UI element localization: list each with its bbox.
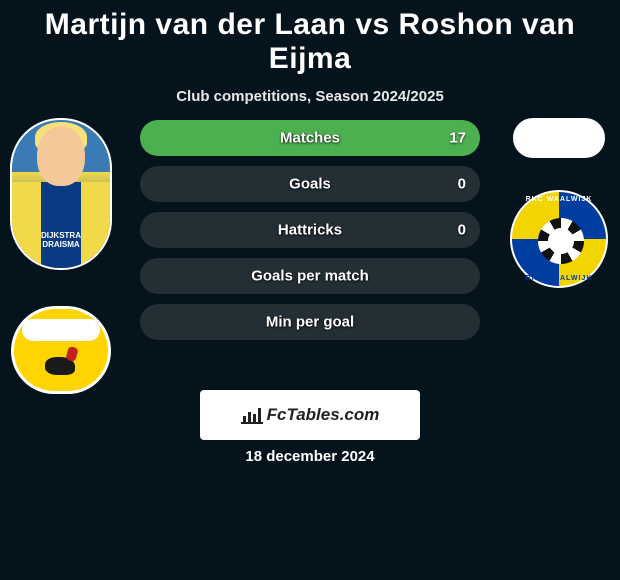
stats-panel: Matches 17 Goals 0 Hattricks 0 Goals per match… bbox=[140, 120, 480, 340]
stat-value-right: 0 bbox=[458, 222, 466, 239]
stat-row: Hattricks 0 bbox=[140, 212, 480, 248]
club-ring-text-bot: RKC WAALWIJK bbox=[512, 275, 606, 282]
stat-label: Min per goal bbox=[266, 314, 354, 331]
club-ring-text-top: RKC WAALWIJK bbox=[512, 196, 606, 203]
deer-icon bbox=[39, 349, 83, 379]
stat-label: Goals per match bbox=[251, 268, 369, 285]
stat-label: Hattricks bbox=[278, 222, 342, 239]
stat-row: Matches 17 bbox=[140, 120, 480, 156]
player-avatar-left: DIJKSTRA DRAISMA bbox=[10, 118, 112, 270]
shirt-sponsor-text: DIJKSTRA DRAISMA bbox=[37, 232, 86, 250]
club-logo-right: RKC WAALWIJK RKC WAALWIJK bbox=[510, 190, 608, 288]
stat-value-right: 0 bbox=[458, 176, 466, 193]
stat-row: Min per goal bbox=[140, 304, 480, 340]
branding-text: FcTables.com bbox=[267, 405, 380, 425]
fctables-logo-icon bbox=[241, 406, 263, 424]
stat-row: Goals per match bbox=[140, 258, 480, 294]
right-column: RKC WAALWIJK RKC WAALWIJK bbox=[508, 118, 610, 288]
stat-value-right: 17 bbox=[449, 130, 466, 147]
branding-badge: FcTables.com bbox=[200, 390, 420, 440]
left-column: DIJKSTRA DRAISMA bbox=[10, 118, 112, 394]
page-title: Martijn van der Laan vs Roshon van Eijma bbox=[0, 0, 620, 76]
player-avatar-right bbox=[513, 118, 605, 158]
club-logo-left bbox=[11, 306, 111, 394]
page-subtitle: Club competitions, Season 2024/2025 bbox=[0, 88, 620, 105]
stat-row: Goals 0 bbox=[140, 166, 480, 202]
date-label: 18 december 2024 bbox=[0, 448, 620, 465]
stat-label: Goals bbox=[289, 176, 331, 193]
stat-label: Matches bbox=[280, 130, 340, 147]
